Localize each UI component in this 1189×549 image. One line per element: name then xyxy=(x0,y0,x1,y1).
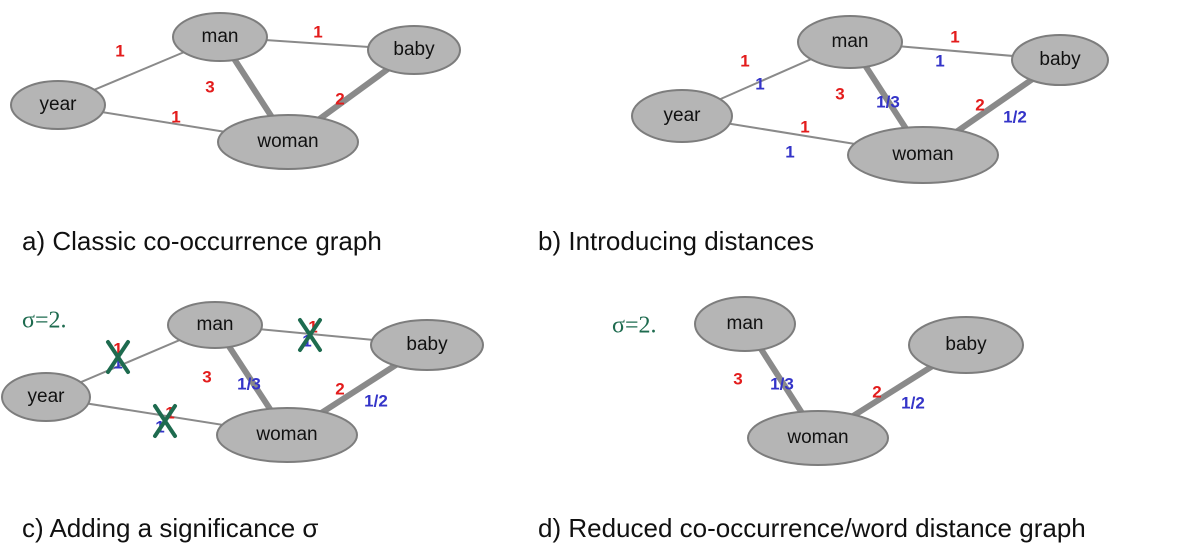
node-label: year xyxy=(28,386,66,407)
sigma-label: σ=2. xyxy=(612,313,656,339)
node-label: man xyxy=(727,313,764,334)
labels: 3 1/3 2 1/2 xyxy=(733,369,925,412)
node-label: man xyxy=(197,314,234,335)
nodes: man baby year woman xyxy=(1,301,484,463)
labels: 1 1 1 3 2 xyxy=(115,22,344,126)
nodes: man baby woman xyxy=(694,296,1024,466)
edge-weight: 2 xyxy=(872,382,881,401)
edge-distance: 1 xyxy=(935,51,944,70)
edge-distance: 1/2 xyxy=(364,391,388,410)
edge-distance: 1/3 xyxy=(876,92,900,111)
node-label: baby xyxy=(393,39,435,60)
node xyxy=(370,319,484,371)
caption: d) Reduced co-occurrence/word distance g… xyxy=(538,513,1086,543)
node-label: baby xyxy=(406,334,448,355)
panel: man baby year woman 1 1 1 3 2 a) Classic co-occur… xyxy=(10,12,461,256)
node-label: woman xyxy=(786,427,848,448)
edge-weight: 2 xyxy=(975,95,984,114)
edge-distance: 1/2 xyxy=(1003,107,1027,126)
node-label: woman xyxy=(256,131,318,152)
node-label: woman xyxy=(891,144,953,165)
node xyxy=(847,126,999,184)
node xyxy=(908,316,1024,374)
edge-weight: 1 xyxy=(313,22,322,41)
node-label: year xyxy=(664,105,702,126)
edge-weight: 1 xyxy=(800,117,809,136)
cross xyxy=(153,404,177,438)
edge-weight: 3 xyxy=(835,84,844,103)
edge-weight: 2 xyxy=(335,89,344,108)
edge-distance: 1/3 xyxy=(237,374,261,393)
node-label: woman xyxy=(255,424,317,445)
node xyxy=(172,12,268,62)
edge-weight: 1 xyxy=(171,107,180,126)
edge-weight: 2 xyxy=(335,379,344,398)
cross xyxy=(298,318,322,352)
edge-weight: 1 xyxy=(113,339,122,358)
edge-distance: 1/3 xyxy=(770,374,794,393)
node xyxy=(10,80,106,130)
caption: a) Classic co-occurrence graph xyxy=(22,226,382,256)
sigma-label: σ=2. xyxy=(22,308,66,334)
edge-weight: 3 xyxy=(202,367,211,386)
edge-distance: 1/2 xyxy=(901,393,925,412)
nodes: man baby year woman xyxy=(10,12,461,170)
caption: b) Introducing distances xyxy=(538,226,814,256)
edge-distance: 1 xyxy=(113,353,122,372)
node-label: baby xyxy=(945,334,987,355)
edge-weight: 1 xyxy=(115,41,124,60)
node xyxy=(694,296,796,352)
edge-distance: 1 xyxy=(785,142,794,161)
node-label: man xyxy=(202,26,239,47)
node-label: man xyxy=(832,31,869,52)
edge-distance: 1 xyxy=(755,74,764,93)
node-label: year xyxy=(40,94,78,115)
edge-weight: 1 xyxy=(740,51,749,70)
edge-weight: 3 xyxy=(733,369,742,388)
panel: man baby woman 3 1/3 2 1/2 σ=2. d) Reduced co-oc… xyxy=(538,296,1086,543)
node xyxy=(1011,34,1109,86)
edge-weight: 1 xyxy=(950,27,959,46)
cross xyxy=(106,340,130,374)
nodes: man baby year woman xyxy=(631,15,1109,184)
node xyxy=(216,407,358,463)
node xyxy=(797,15,903,69)
node-label: baby xyxy=(1039,49,1081,70)
node xyxy=(167,301,263,349)
node xyxy=(631,89,733,143)
node xyxy=(1,372,91,422)
node xyxy=(217,114,359,170)
node xyxy=(747,410,889,466)
edge-weight: 3 xyxy=(205,77,214,96)
caption: c) Adding a significance σ xyxy=(22,513,318,543)
node xyxy=(367,25,461,75)
